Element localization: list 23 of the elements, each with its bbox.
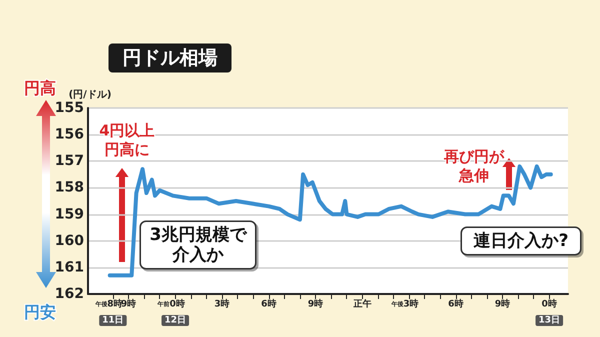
text: 円高 [24,78,56,98]
x-tick-label: 正午 [352,298,372,310]
annotation: 再び円が急伸 [443,148,505,184]
y-tick-label: 156 [54,126,84,143]
x-tick-label: 6時 [448,298,464,310]
annotation: 3兆円規模で介入か [150,225,248,265]
y-tick-label: 160 [54,232,84,249]
y-tick-label: 161 [54,259,84,276]
x-tick-label: 9時 [494,298,510,310]
x-tick-label: 9時 [308,298,324,310]
x-tick-label: 6時 [261,298,276,310]
y-tick-label: 155 [54,100,84,116]
text: 円安 [24,302,56,322]
y-tick-label: 159 [54,206,84,222]
y-tick-label: 162 [54,286,84,302]
chart-title: 円ドル相場 [122,47,218,69]
y-tick-label: 158 [54,180,84,196]
y-axis-title: (円/ドル) [68,90,112,100]
annotation: 4円以上円高に [99,122,155,158]
y-tick-label: 157 [54,153,84,170]
annotation: 連日介入か? [474,231,568,251]
x-tick-label: 0時 13日 [538,298,560,326]
x-tick-label: 3時 [214,298,230,310]
